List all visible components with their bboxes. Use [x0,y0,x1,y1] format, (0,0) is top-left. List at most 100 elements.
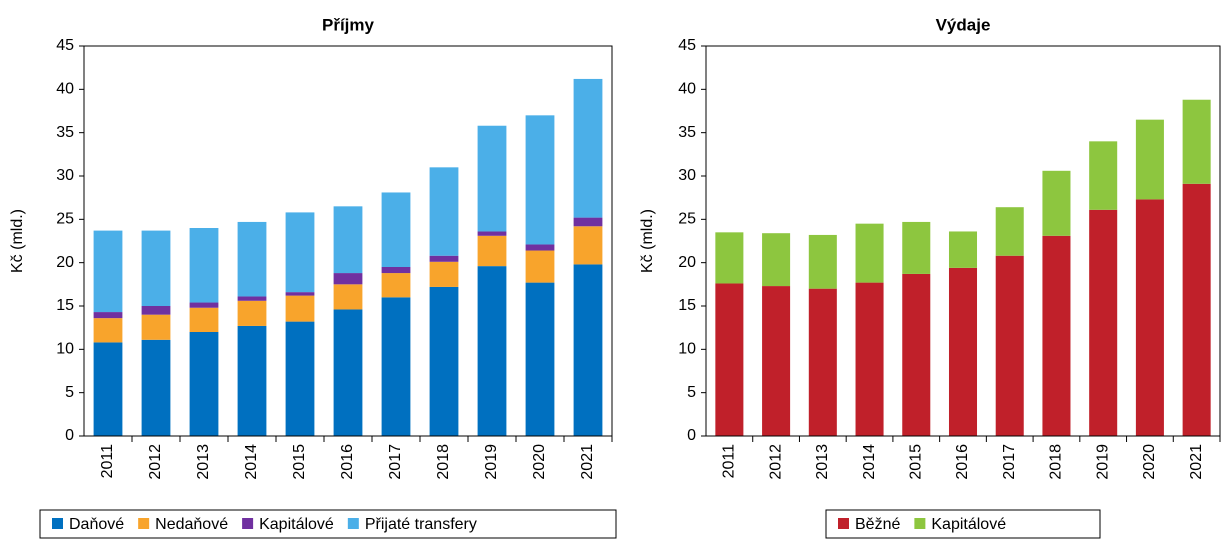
legend-label: Daňové [69,516,124,533]
bar-segment [333,309,363,436]
bar-segment [1089,141,1118,210]
bar-segment [141,306,171,315]
x-tick-label: 2016 [339,444,356,480]
legend-label: Nedaňové [155,516,228,533]
bar-segment [715,283,744,436]
bar-segment [525,115,555,245]
x-tick-label: 2017 [387,444,404,480]
x-tick-label: 2011 [721,444,738,479]
x-tick-label: 2012 [767,444,784,480]
legend-label: Kapitálové [259,516,334,533]
bar-segment [995,255,1024,436]
bar-segment [808,288,837,436]
legend-label: Běžné [855,516,900,533]
bar-segment [573,226,603,265]
bar-segment [189,228,219,303]
plot-area [705,45,1221,437]
x-tick-label: 2013 [195,444,212,480]
x-tick-label: 2015 [291,444,308,480]
y-tick-label: 25 [678,211,696,228]
bar-segment [381,273,411,298]
y-tick-label: 25 [56,211,74,228]
bar-segment [381,192,411,267]
x-tick-label: 2018 [1048,444,1065,480]
bar-segment [855,223,884,283]
bar-segment [573,264,603,436]
y-tick-label: 10 [56,341,74,358]
bar-segment [1089,209,1118,436]
bar-segment [855,282,884,436]
y-tick-label: 10 [678,341,696,358]
chart-title: Výdaje [936,15,991,34]
bar-segment [902,273,931,436]
bar-segment [762,233,791,287]
y-tick-label: 5 [687,384,696,401]
y-axis-label: Kč (mld.) [639,209,656,273]
bar-segment [93,342,123,436]
x-tick-label: 2021 [579,444,596,480]
y-axis-label: Kč (mld.) [9,209,26,273]
y-tick-label: 30 [56,167,74,184]
bar-segment [333,284,363,310]
y-tick-label: 0 [687,427,696,444]
y-tick-label: 35 [56,124,74,141]
x-tick-label: 2018 [435,444,452,480]
y-tick-label: 45 [678,37,696,54]
bar-segment [333,206,363,274]
bar-segment [715,232,744,284]
bar-segment [762,286,791,436]
bar-segment [237,325,267,436]
x-tick-label: 2021 [1188,444,1205,480]
bar-segment [285,292,315,296]
bar-segment [477,231,507,236]
y-tick-label: 40 [678,81,696,98]
bar-segment [333,273,363,285]
bar-segment [285,321,315,436]
bar-segment [1182,183,1211,436]
x-tick-label: 2020 [531,444,548,480]
y-tick-label: 40 [56,81,74,98]
y-tick-label: 15 [678,297,696,314]
bar-segment [93,312,123,319]
y-tick-label: 15 [56,297,74,314]
bar-segment [525,250,555,283]
plot-area [83,45,613,437]
bar-segment [237,300,267,326]
bar-segment [141,339,171,436]
bar-segment [285,295,315,322]
x-tick-label: 2012 [147,444,164,480]
bar-segment [525,244,555,251]
legend-swatch [347,518,359,529]
legend-label: Kapitálové [931,516,1006,533]
bar-segment [573,217,603,227]
x-tick-label: 2015 [907,444,924,480]
x-tick-label: 2014 [861,444,878,480]
bar-segment [573,78,603,218]
x-tick-label: 2016 [954,444,971,480]
x-tick-label: 2020 [1141,444,1158,480]
y-tick-label: 0 [65,427,74,444]
x-tick-label: 2013 [814,444,831,480]
bar-segment [808,234,837,289]
bar-segment [237,296,267,301]
x-tick-label: 2019 [1094,444,1111,480]
legend-box [39,509,617,539]
y-tick-label: 35 [678,124,696,141]
bar-segment [381,267,411,274]
bar-segment [189,307,219,332]
bar-segment [93,318,123,343]
bar-segment [1182,99,1211,184]
bar-segment [93,230,123,313]
legend-swatch [914,518,926,529]
y-tick-label: 30 [678,167,696,184]
bar-segment [948,231,978,268]
bar-segment [1042,170,1071,236]
legend-label: Přijaté transfery [365,516,477,533]
bar-segment [477,266,507,436]
bar-segment [1135,199,1164,436]
legend-swatch [52,518,63,529]
bar-segment [525,282,555,436]
y-tick-label: 20 [56,254,74,271]
bar-segment [1135,119,1164,200]
